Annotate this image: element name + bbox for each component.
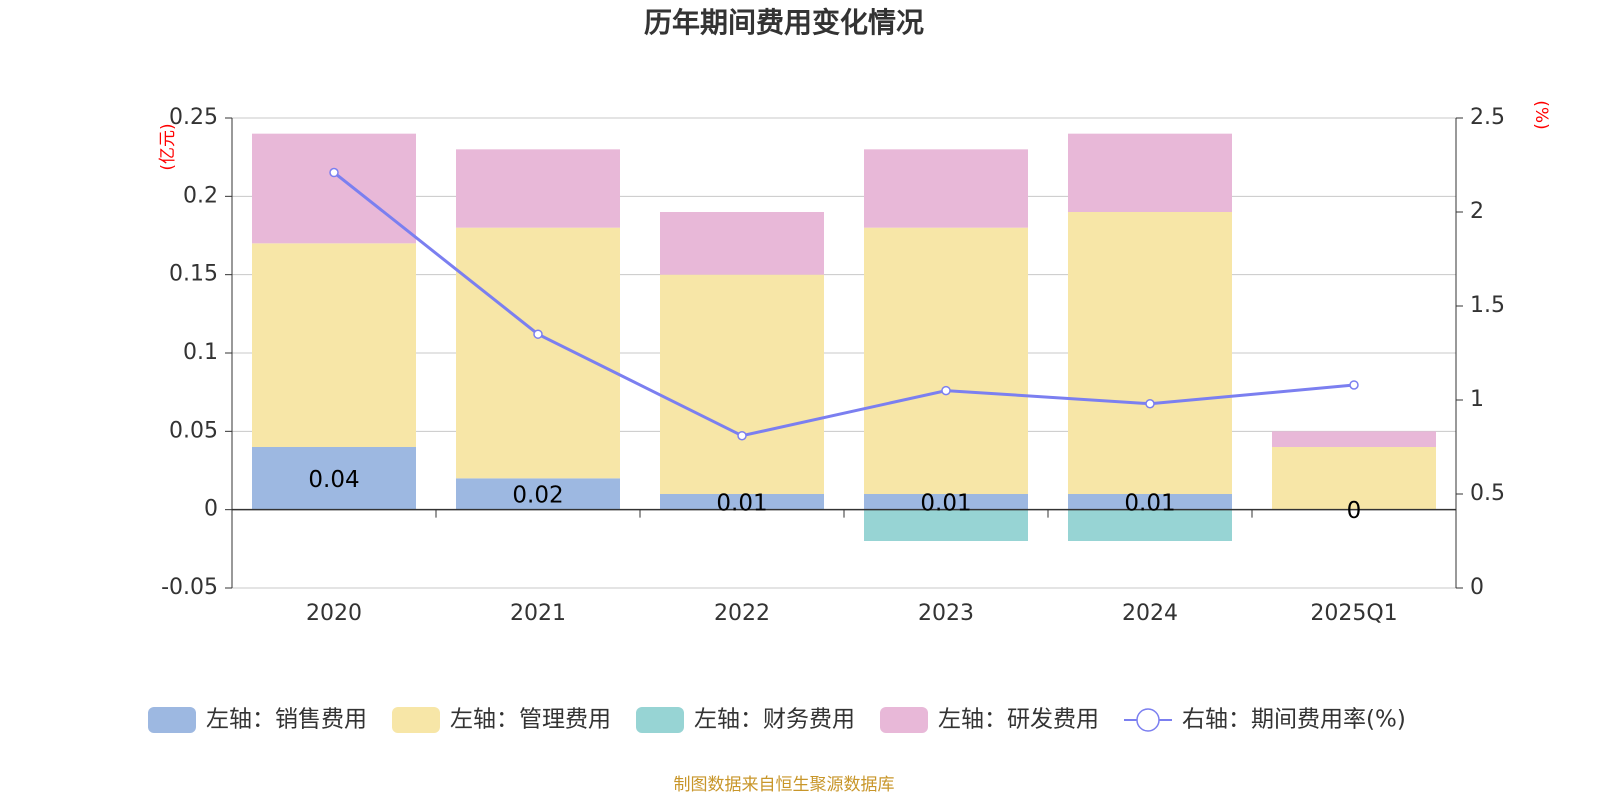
bar-data-label: 0.01 <box>920 490 971 516</box>
bars <box>252 133 1436 541</box>
rate-point <box>1349 380 1359 390</box>
bar-data-label: 0 <box>1347 498 1362 524</box>
right-axis-unit: (%) <box>1531 100 1551 129</box>
bar-segment <box>1272 447 1436 510</box>
legend-label: 右轴：期间费用率(%) <box>1182 707 1406 733</box>
rate-point <box>329 167 339 178</box>
axes: -0.05 0 0.05 0.1 0.15 0.2 0.25 0 0.5 1 1.5 2 2.5 2020… <box>161 105 1505 626</box>
bar-segment <box>1068 133 1232 212</box>
bar-segment <box>864 227 1028 494</box>
bar-segment <box>252 243 416 447</box>
legend-swatch <box>392 707 440 733</box>
bar-segment <box>660 494 824 510</box>
left-axis-unit: (亿元) <box>158 123 178 170</box>
legend-label: 左轴：财务费用 <box>694 707 855 733</box>
bar-segment <box>456 149 620 228</box>
right-tick-label: 1 <box>1470 387 1484 412</box>
legend-label: 左轴：管理费用 <box>450 707 611 733</box>
x-tick-label: 2022 <box>714 601 770 626</box>
bar-data-label: 0.01 <box>716 490 767 516</box>
bar-segment <box>864 149 1028 228</box>
bar-segment <box>864 509 1028 541</box>
right-tick-label: 0.5 <box>1470 481 1505 506</box>
left-tick-label: 0.05 <box>169 418 218 443</box>
right-tick-label: 2.5 <box>1470 105 1505 130</box>
source-note: 制图数据来自恒生聚源数据库 <box>674 775 895 795</box>
legend: 左轴：销售费用 左轴：管理费用 左轴：财务费用 左轴：研发费用 右轴：期间费用率(%) <box>148 707 1406 733</box>
left-tick-label: 0.15 <box>169 262 218 287</box>
right-tick-label: 0 <box>1470 575 1484 600</box>
x-tick-label: 2020 <box>306 601 362 626</box>
rate-point <box>941 385 951 396</box>
x-tick-label: 2025Q1 <box>1310 601 1397 626</box>
bar-segment <box>1068 494 1232 510</box>
bar-segment <box>660 212 824 275</box>
bar-segment <box>456 478 620 510</box>
x-tick-label: 2024 <box>1122 601 1178 626</box>
bar-segment <box>1068 212 1232 494</box>
bar-data-label: 0.04 <box>308 467 359 493</box>
right-tick-label: 1.5 <box>1470 293 1505 318</box>
rate-line <box>329 167 1359 441</box>
legend-label: 左轴：销售费用 <box>206 707 367 733</box>
rate-point <box>533 329 543 339</box>
left-tick-label: 0 <box>204 497 218 522</box>
bar-segment <box>252 447 416 510</box>
legend-label: 左轴：研发费用 <box>938 707 1099 733</box>
bar-segment <box>864 494 1028 510</box>
rate-point <box>1145 399 1155 409</box>
legend-swatch <box>148 707 196 733</box>
legend-marker <box>1136 708 1160 732</box>
bar-segment <box>1068 509 1232 541</box>
bar-data-label: 0.02 <box>512 483 563 509</box>
rate-point <box>737 430 747 441</box>
legend-swatch <box>880 707 928 733</box>
left-tick-label: 0.1 <box>183 340 218 365</box>
left-tick-label: 0.2 <box>183 183 218 208</box>
legend-swatch <box>636 707 684 733</box>
right-tick-label: 2 <box>1470 199 1484 224</box>
bar-segment <box>252 133 416 244</box>
left-tick-label: 0.25 <box>169 105 218 130</box>
data-labels: 0.04 0.02 0.01 0.01 0.01 0 <box>308 467 1361 524</box>
chart-title: 历年期间费用变化情况 <box>644 6 924 39</box>
bar-segment <box>660 274 824 494</box>
rate-line-path <box>333 171 1355 438</box>
gridlines <box>232 117 1456 589</box>
bar-segment <box>456 227 620 479</box>
x-tick-label: 2021 <box>510 601 566 626</box>
x-tick-label: 2023 <box>918 601 974 626</box>
left-tick-label: -0.05 <box>161 575 218 600</box>
bar-segment <box>1272 431 1436 447</box>
bar-data-label: 0.01 <box>1124 490 1175 516</box>
